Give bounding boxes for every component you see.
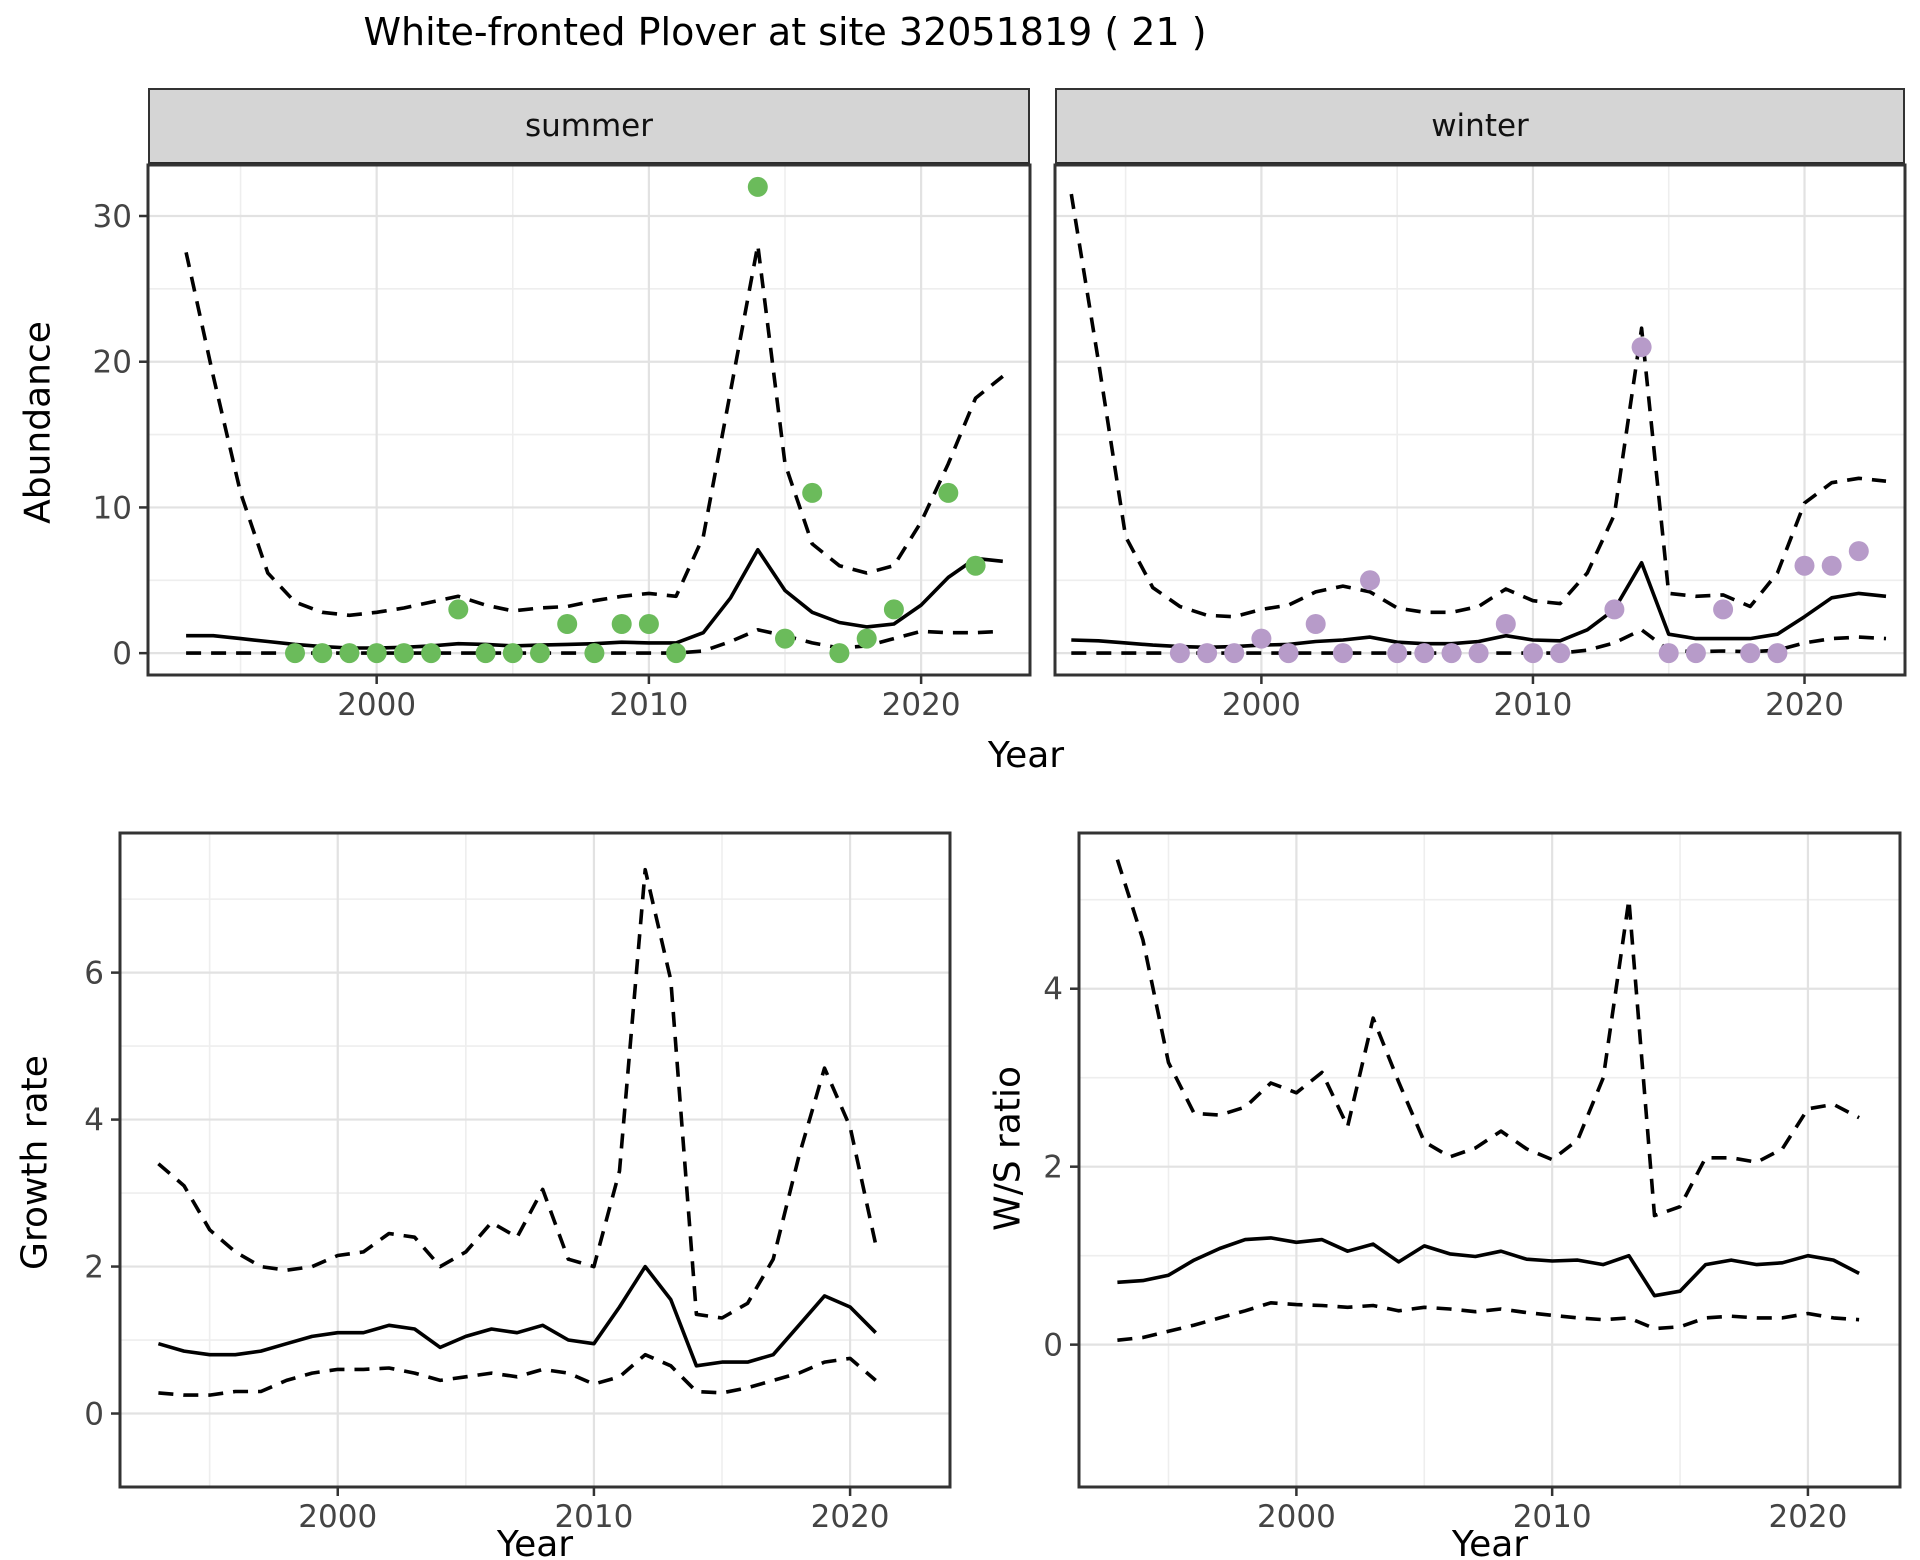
facet-strip-summer: summer [148,88,1030,166]
abundance-winter-data-point [1278,643,1299,664]
abundance-winter-data-point [1767,643,1788,664]
abundance-winter-data-point [1685,643,1706,664]
y-tick-label: 2 [1043,1150,1063,1186]
y-tick-label: 0 [84,1397,104,1433]
abundance-winter-upper_ci-line [1069,193,1887,619]
x-tick-label: 2000 [1222,687,1301,723]
abundance-winter-data-point [1550,643,1571,664]
abundance-winter-data-point [1332,643,1353,664]
abundance-summer-data-point [666,643,687,664]
abundance-summer-data-point [802,482,823,503]
abundance-winter-data-point [1441,643,1462,664]
abundance-winter-data-point [1848,541,1869,562]
abundance-summer-data-point [829,643,850,664]
abundance-summer-data-point [393,643,414,664]
abundance-summer-data-point [339,643,360,664]
abundance-winter-data-point [1224,643,1245,664]
abundance-winter-data-point [1387,643,1408,664]
growth-rate-panel-bg [120,833,950,1487]
abundance-summer-panel-border [146,163,1032,677]
y-tick-label: 2 [84,1250,104,1286]
abundance-summer-data-point [856,628,877,649]
x-tick-label: 2010 [609,687,688,723]
abundance-summer-data-point [312,643,333,664]
abundance-winter-data-point [1523,643,1543,664]
ws-ratio-median-line [1117,1236,1860,1298]
abundance-winter-data-point [1604,599,1625,620]
facet-strip-winter-label: winter [1431,108,1529,144]
abundance-winter-data-point [1821,555,1842,576]
facet-strip-summer-label: summer [524,108,653,144]
x-tick-label: 2000 [1257,1499,1336,1535]
abundance-winter-data-point [1631,337,1652,358]
abundance-winter-panel-bg [1055,165,1905,675]
x-axis-title-ws: Year [1451,1524,1529,1560]
abundance-summer-data-point [611,614,632,634]
abundance-summer-data-point [557,614,578,634]
y-tick-label: 0 [1043,1328,1063,1364]
abundance-winter-data-point [1251,628,1272,649]
abundance-winter-data-point [1658,643,1679,664]
abundance-summer-data-point [448,599,469,620]
ws-ratio-panel-border [1077,831,1902,1489]
abundance-winter-data-point [1197,643,1218,664]
x-tick-label: 2020 [811,1499,890,1535]
y-tick-label: 10 [93,490,132,526]
x-tick-label: 2010 [1494,687,1573,723]
abundance-summer-data-point [475,643,496,664]
abundance-winter-data-point [1713,599,1734,620]
abundance-summer-data-point [883,599,904,620]
abundance-summer-data-point [502,643,523,664]
growth-rate-lower_ci-line [158,1352,877,1397]
y-tick-label: 4 [1043,972,1063,1008]
abundance-winter-data-point [1414,643,1435,664]
abundance-summer-data-point [366,643,387,664]
ws-ratio-upper_ci-line [1115,859,1860,1218]
abundance-summer-panel-bg [148,165,1030,675]
x-tick-label: 2010 [1513,1499,1592,1535]
x-tick-label: 2010 [554,1499,633,1535]
x-axis-title-growth: Year [496,1524,574,1560]
abundance-winter-panel-border [1053,163,1907,677]
x-axis-title-top: Year [987,735,1065,776]
abundance-summer-data-point [584,643,605,664]
abundance-winter-data-point [1794,555,1815,576]
x-tick-label: 2000 [337,687,416,723]
abundance-summer-data-point [421,643,442,664]
abundance-summer-data-point [775,628,795,649]
abundance-winter-data-point [1305,614,1326,634]
abundance-summer-data-point [638,614,659,634]
growth-rate-median-line [157,1264,877,1368]
x-tick-label: 2000 [298,1499,377,1535]
growth-rate-panel-border [118,831,952,1489]
abundance-winter-data-point [1468,643,1489,664]
abundance-summer-data-point [938,482,959,503]
ws-ratio-panel-bg [1079,833,1900,1487]
x-tick-label: 2020 [882,687,961,723]
facet-strip-winter: winter [1055,88,1905,166]
abundance-summer-data-point [530,643,550,664]
ws-ratio-lower_ci-line [1117,1301,1860,1342]
abundance-winter-data-point [1169,643,1190,664]
y-tick-label: 4 [84,1103,104,1139]
growth-rate-upper_ci-line [157,867,878,1320]
x-tick-label: 2020 [1768,1499,1847,1535]
abundance-summer-data-point [965,555,986,576]
abundance-winter-data-point [1360,570,1380,591]
y-tick-label: 6 [84,956,104,992]
y-tick-label: 20 [93,345,132,381]
abundance-summer-data-point [747,176,768,197]
chart-title: White-fronted Plover at site 32051819 ( … [363,10,1207,54]
x-tick-label: 2020 [1765,687,1844,723]
abundance-winter-data-point [1740,643,1761,664]
abundance-summer-upper_ci-line [184,243,1004,618]
y-tick-label: 0 [112,636,132,672]
y-tick-label: 30 [93,199,132,235]
abundance-winter-data-point [1495,614,1516,634]
abundance-summer-data-point [285,643,305,664]
